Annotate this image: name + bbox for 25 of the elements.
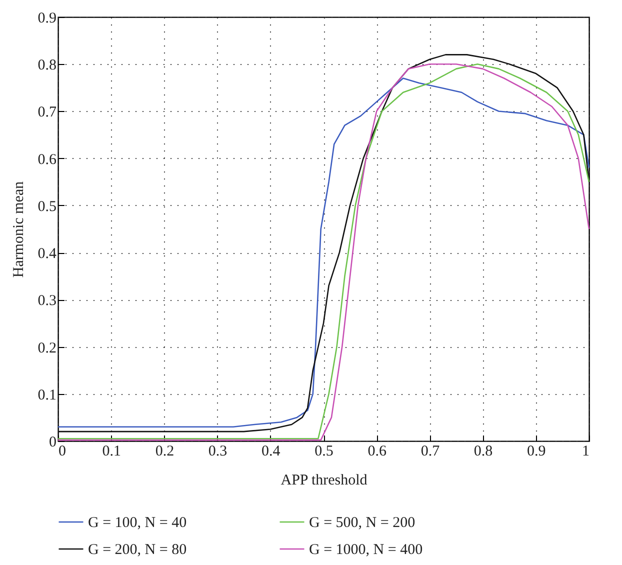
- x-tick-label: 0.3: [208, 444, 228, 460]
- x-tick-label: 1: [582, 444, 590, 460]
- x-tick-label: 0.9: [527, 444, 546, 460]
- x-tick-label: 0.6: [368, 444, 387, 460]
- x-tick-label: 0.8: [474, 444, 493, 460]
- legend-label: G = 500, N = 200: [309, 515, 416, 531]
- y-tick-label: 0.1: [38, 387, 56, 404]
- y-tick-label: 0.6: [38, 152, 57, 168]
- x-axis-title: APP threshold: [280, 472, 368, 488]
- y-tick-label: 0.3: [38, 293, 56, 310]
- legend-label: G = 200, N = 80: [88, 542, 187, 558]
- x-tick-label: 0.4: [262, 444, 281, 460]
- legend-label: G = 1000, N = 400: [309, 542, 423, 558]
- y-tick-label: 0.5: [38, 198, 56, 215]
- y-tick-label: 0.9: [38, 10, 56, 26]
- legend-label: G = 100, N = 40: [88, 515, 187, 531]
- x-tick-label: 0.1: [102, 444, 121, 460]
- y-tick-label: 0.4: [38, 246, 57, 262]
- y-tick-label: 0.7: [38, 104, 57, 121]
- x-tick-label: 0.5: [314, 444, 334, 460]
- x-tick-label: 0.7: [420, 444, 440, 460]
- y-tick-label: 0.2: [38, 340, 56, 356]
- y-axis-title: Harmonic mean: [10, 180, 27, 278]
- y-tick-label: 0.8: [38, 58, 56, 74]
- x-tick-label: 0.2: [155, 444, 174, 460]
